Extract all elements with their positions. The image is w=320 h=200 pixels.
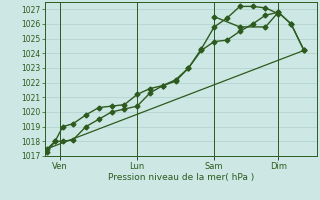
X-axis label: Pression niveau de la mer( hPa ): Pression niveau de la mer( hPa ) [108,173,254,182]
